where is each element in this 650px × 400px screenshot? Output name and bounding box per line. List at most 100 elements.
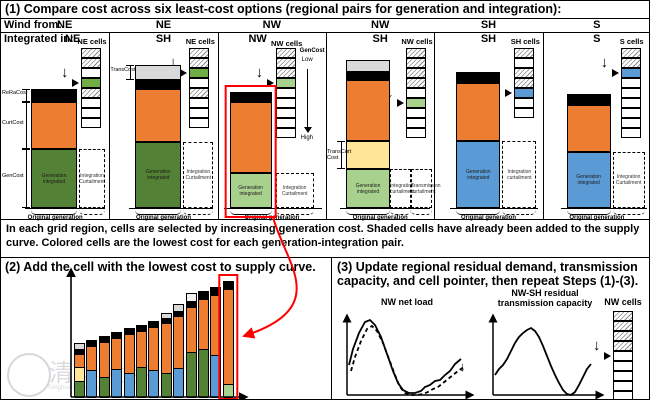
- cost-cell-shaded: [613, 311, 633, 321]
- curtailment-brace: [275, 210, 314, 215]
- supply-bar-segment: [161, 374, 171, 398]
- supply-bar: [198, 291, 209, 398]
- cells-column-label: NE cells: [185, 37, 215, 46]
- supply-bar-segment: [211, 356, 221, 398]
- cells-column-label: NW cells: [401, 37, 433, 46]
- cost-cell-empty: [613, 361, 633, 371]
- curtailment-dashed-box: [502, 141, 537, 208]
- supply-bar-segment: [174, 305, 184, 312]
- curtailment-label: Integration Curtailment: [79, 172, 105, 185]
- supply-bar: [160, 313, 172, 398]
- cost-cell-empty: [620, 98, 641, 108]
- selection-note: In each grid region, cells are selected …: [6, 223, 640, 250]
- supply-bar: [222, 281, 234, 398]
- supply-bar-segment: [137, 326, 146, 332]
- cost-cell-empty: [406, 128, 426, 138]
- cost-cell-empty: [620, 128, 641, 138]
- wind-from-region: NW: [262, 19, 281, 31]
- generation-brace: [346, 210, 390, 215]
- cost-cell-shaded: [406, 68, 426, 78]
- bar-baseline: [129, 208, 214, 209]
- cost-cell-selected: [514, 88, 535, 98]
- generation-integrated-label: Generation integrated: [465, 168, 491, 181]
- nw-cells-column-label: NW cells: [604, 297, 642, 307]
- generation-brace: [566, 210, 611, 215]
- curtailment-dashed-box: [183, 142, 214, 208]
- supply-bar-segment: [137, 332, 146, 368]
- supply-bar-segment: [112, 339, 122, 370]
- cost-cell-empty: [81, 108, 101, 118]
- curtailment-label: Transmission curtailment: [411, 182, 441, 195]
- cost-cell-shaded: [613, 321, 633, 331]
- cost-cell-shaded: [514, 78, 535, 88]
- supply-bar-segment: [87, 371, 97, 398]
- supply-bar-segment: [223, 385, 233, 398]
- supply-bar-segment: [75, 344, 84, 350]
- supply-bar-segment: [99, 343, 109, 378]
- curtailment-label: Integration Curtailment: [185, 169, 212, 181]
- supply-bar-segment: [87, 341, 97, 347]
- cost-cell-empty: [613, 371, 633, 381]
- watermark-univ-text: Tsinghua University: [47, 385, 100, 391]
- supply-bar-segment: [149, 328, 159, 371]
- down-arrow-icon: ↓: [61, 64, 69, 81]
- supply-bar-segment: [87, 347, 97, 371]
- supply-bar-segment: [149, 322, 159, 328]
- decrease-arrow-icon: ↓: [459, 359, 466, 374]
- supply-bar-segment: [75, 350, 84, 355]
- cost-side-label: ReRaCost: [2, 89, 28, 96]
- generation-integrated-label: Generation integrated: [355, 182, 381, 195]
- curtailment-dashed-box: [411, 169, 432, 208]
- supply-bar-segment: [161, 314, 171, 319]
- cost-bar-segment: [135, 80, 182, 89]
- supply-bar-segment: [174, 312, 184, 317]
- supply-bar-segment: [199, 292, 208, 300]
- cells-column-label: NE cells: [77, 37, 107, 46]
- cost-cell-shaded: [613, 331, 633, 341]
- generation-brace: [456, 210, 501, 215]
- curtailment-brace: [183, 210, 214, 215]
- wind-from-region: NE: [57, 19, 73, 31]
- supply-bar-segment: [223, 290, 233, 385]
- cost-bar-segment: [566, 105, 611, 152]
- cost-cell-empty: [514, 98, 535, 108]
- cost-ibeam-line: [341, 141, 342, 169]
- cost-cell-shaded: [189, 88, 210, 98]
- capacity-chart: [488, 313, 605, 399]
- down-arrow-icon: ↓: [593, 337, 601, 354]
- integrated-in-region: SH: [372, 33, 388, 45]
- curtailment-brace: [612, 210, 645, 215]
- supply-bar-segment: [211, 296, 221, 356]
- cell-pointer-icon: [72, 79, 79, 87]
- supply-bar: [98, 336, 110, 398]
- gencost-order-arrow: [306, 69, 308, 127]
- cost-cell-shaded: [514, 68, 535, 78]
- curtailment-brace: [411, 210, 432, 215]
- supply-bar: [111, 332, 123, 398]
- cells-column-label: NW cells: [271, 39, 303, 48]
- cost-cell-empty: [514, 108, 535, 118]
- cost-bar-segment: [456, 72, 501, 83]
- cost-bar-segment: [135, 65, 182, 80]
- cost-cell-empty: [620, 118, 641, 128]
- bar-baseline: [450, 208, 539, 209]
- cost-cell-empty: [613, 391, 633, 399]
- cells-column-label: S cells: [619, 37, 644, 46]
- cost-cell-empty: [275, 118, 296, 128]
- cost-cell-selected: [620, 68, 641, 78]
- capacity-chart-title: NW-SH residual transmission capacity: [497, 288, 593, 309]
- net-load-chart-title: NW net load: [381, 297, 433, 307]
- generation-integrated-label: Generation integrated: [145, 169, 171, 181]
- cost-cell-empty: [275, 98, 296, 108]
- down-arrow-icon: ↓: [600, 54, 609, 71]
- wind-from-region: SH: [480, 19, 497, 31]
- cost-bar-segment: [31, 102, 77, 149]
- cost-cell-shaded: [275, 48, 296, 58]
- cost-side-label: GenCost: [2, 172, 24, 179]
- cost-cell-selected: [189, 68, 210, 78]
- supply-bar-segment: [149, 371, 159, 398]
- original-generation-label: Original generation: [244, 214, 300, 221]
- net-load-chart: ↓: [342, 313, 475, 399]
- cost-cell-empty: [514, 58, 535, 68]
- supply-bar-segment: [124, 374, 134, 398]
